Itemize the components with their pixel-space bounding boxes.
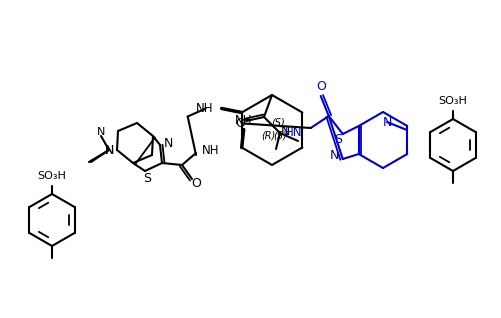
Text: NH: NH: [196, 102, 213, 115]
Text: N: N: [163, 136, 172, 149]
Text: (S): (S): [271, 117, 284, 127]
Text: N: N: [97, 127, 105, 137]
Text: HN: HN: [285, 126, 302, 139]
Text: (R): (R): [261, 130, 275, 140]
Text: S: S: [333, 133, 341, 146]
Text: NH: NH: [201, 143, 219, 156]
Text: SO₃H: SO₃H: [438, 96, 466, 106]
Text: O: O: [315, 80, 325, 93]
Text: N: N: [280, 125, 289, 137]
Text: S: S: [143, 171, 151, 184]
Text: N: N: [104, 143, 113, 156]
Text: NH: NH: [234, 114, 252, 127]
Text: O: O: [234, 116, 244, 129]
Text: (S): (S): [273, 130, 286, 140]
Text: N: N: [382, 115, 391, 128]
Text: N: N: [104, 143, 113, 156]
Text: N: N: [329, 149, 339, 162]
Text: SO₃H: SO₃H: [38, 171, 66, 181]
Text: O: O: [191, 176, 200, 190]
